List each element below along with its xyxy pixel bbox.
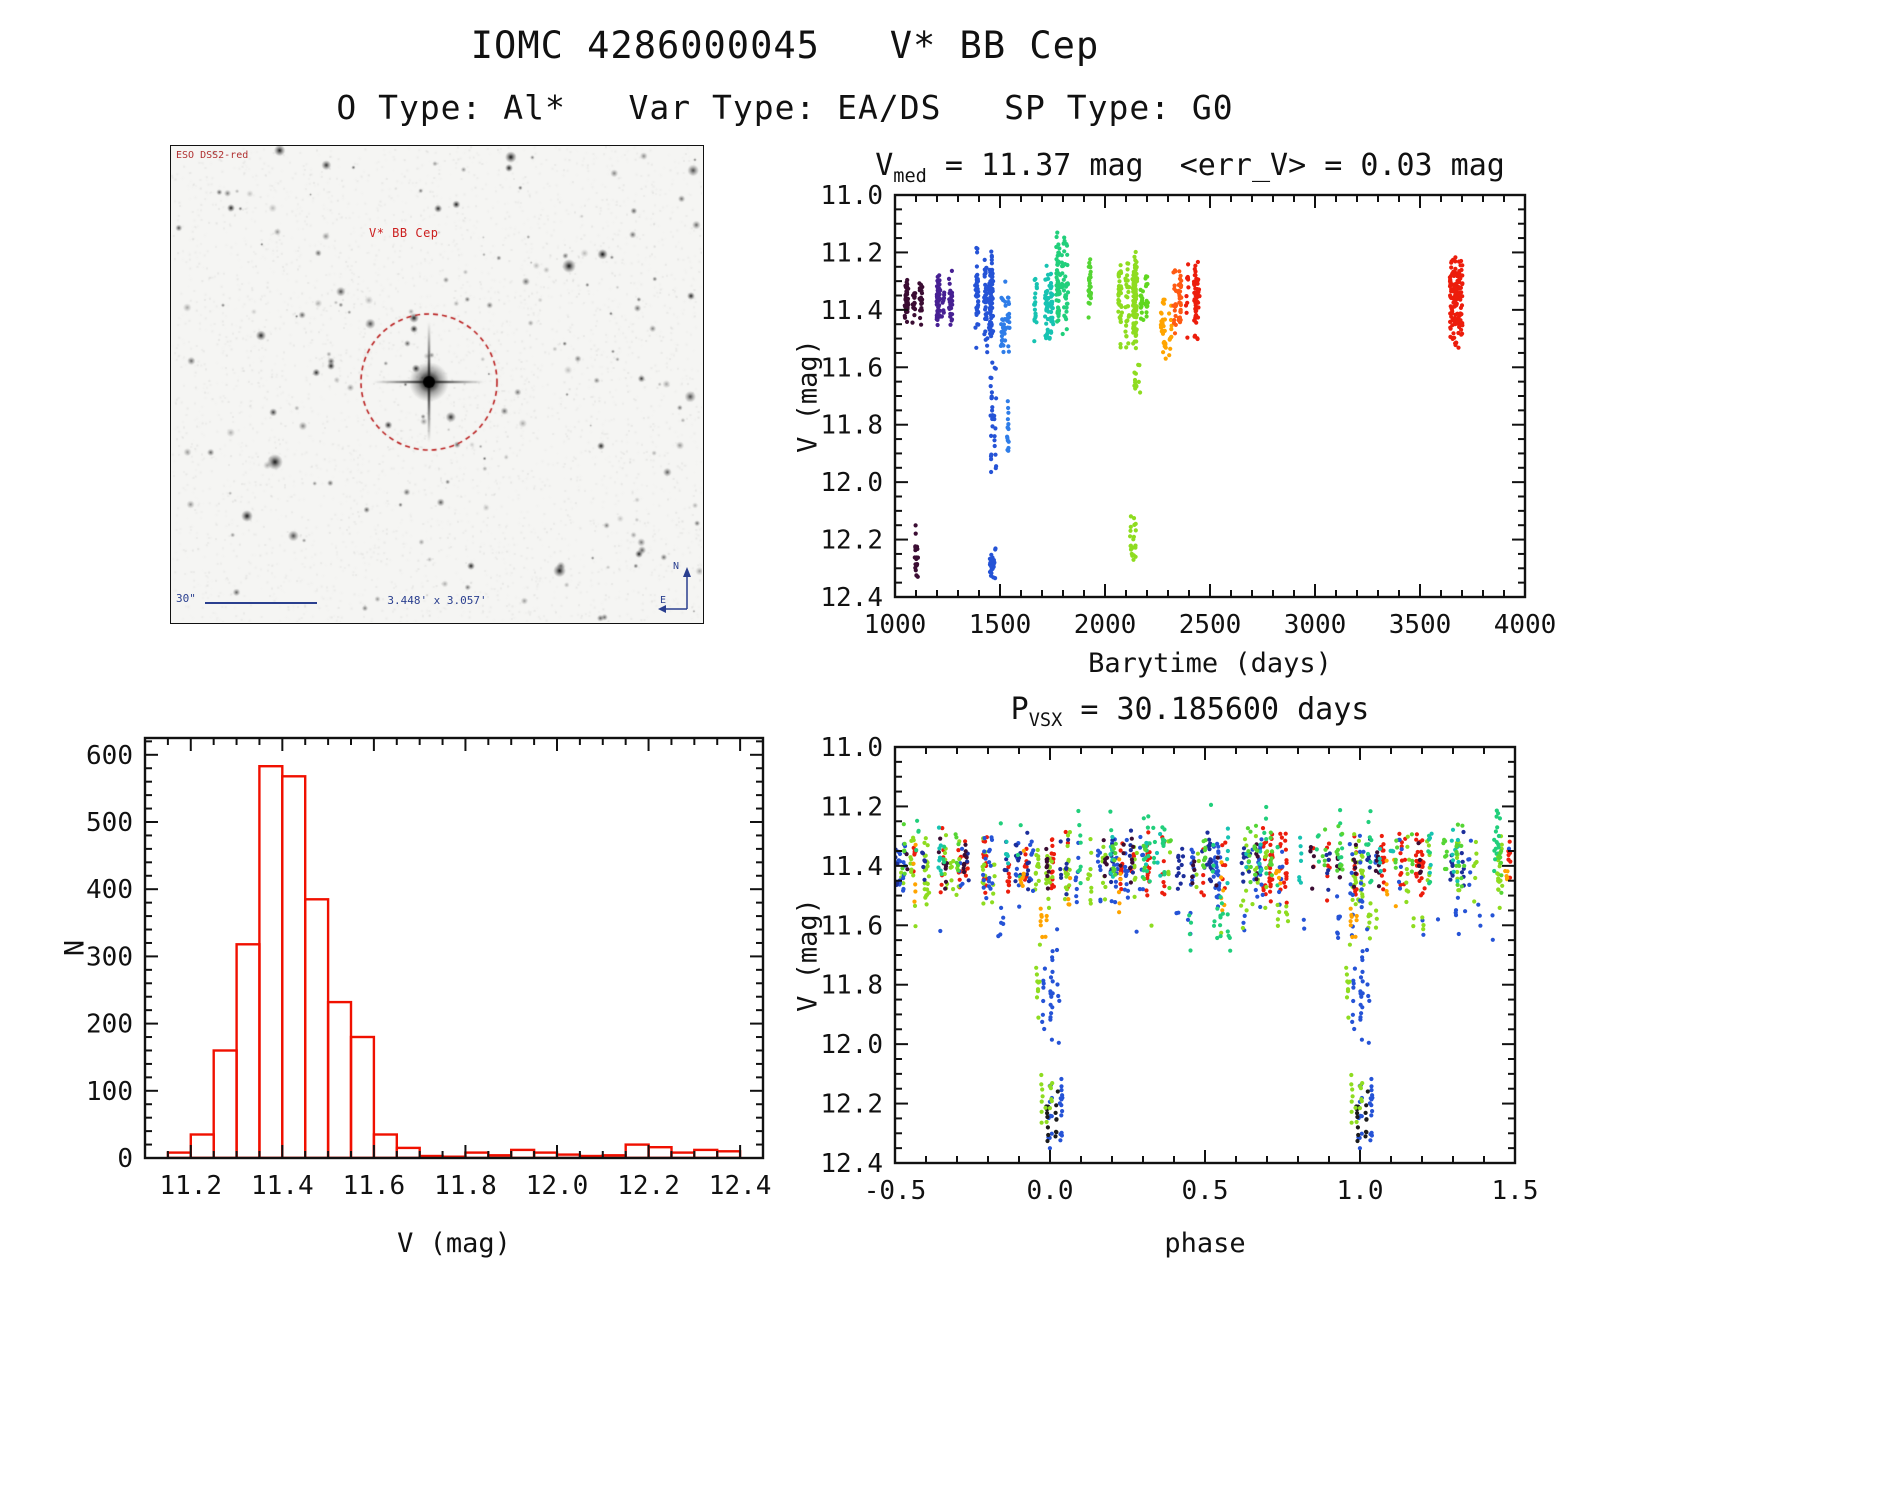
svg-text:12.4: 12.4 bbox=[709, 1171, 772, 1201]
histogram-xaxis-label: V (mag) bbox=[397, 1228, 511, 1259]
svg-text:1.0: 1.0 bbox=[1337, 1176, 1384, 1206]
svg-text:1.5: 1.5 bbox=[1492, 1176, 1539, 1206]
page-title: IOMC 4286000045 V* BB Cep bbox=[470, 24, 1100, 67]
svg-text:-0.5: -0.5 bbox=[864, 1176, 927, 1206]
svg-text:400: 400 bbox=[86, 875, 133, 905]
svg-text:11.2: 11.2 bbox=[820, 238, 883, 268]
svg-text:100: 100 bbox=[86, 1077, 133, 1107]
svg-text:12.2: 12.2 bbox=[820, 526, 883, 556]
svg-text:200: 200 bbox=[86, 1010, 133, 1040]
svg-text:11.2: 11.2 bbox=[820, 792, 883, 822]
svg-text:12.0: 12.0 bbox=[526, 1171, 589, 1201]
svg-text:12.0: 12.0 bbox=[820, 468, 883, 498]
svg-text:11.2: 11.2 bbox=[159, 1171, 222, 1201]
lightcurve-title-rest: = 11.37 mag <err_V> = 0.03 mag bbox=[926, 148, 1505, 183]
finder-chart-panel: ESO DSS2-red V* BB Cep 30" 3.448' x 3.05… bbox=[170, 145, 704, 624]
phase-title-pre: P bbox=[1010, 692, 1029, 727]
lightcurve-xaxis-label: Barytime (days) bbox=[1088, 648, 1332, 679]
svg-text:1500: 1500 bbox=[969, 610, 1032, 640]
svg-text:11.6: 11.6 bbox=[343, 1171, 406, 1201]
page-subtitle: O Type: Al* Var Type: EA/DS SP Type: G0 bbox=[336, 88, 1234, 127]
svg-text:11.4: 11.4 bbox=[251, 1171, 314, 1201]
lightcurve-title-sub: med bbox=[893, 166, 927, 187]
svg-text:11.8: 11.8 bbox=[820, 411, 883, 441]
target-star-label: V* BB Cep bbox=[369, 226, 439, 240]
survey-label: ESO DSS2-red bbox=[176, 150, 249, 161]
lightcurve-yaxis-label: V (mag) bbox=[792, 339, 824, 453]
svg-text:12.4: 12.4 bbox=[820, 583, 883, 613]
svg-text:12.4: 12.4 bbox=[820, 1149, 883, 1179]
histogram-plot: 11.2 11.4 11.6 11.8 12.0 12.2 12.4 0 100 200 300 40… bbox=[86, 736, 772, 1201]
svg-text:11.4: 11.4 bbox=[820, 852, 883, 882]
svg-text:3500: 3500 bbox=[1389, 610, 1452, 640]
field-of-view-label: 3.448' x 3.057' bbox=[387, 594, 487, 607]
svg-text:2000: 2000 bbox=[1074, 610, 1137, 640]
svg-text:12.2: 12.2 bbox=[820, 1090, 883, 1120]
lightcurve-title: Vmed = 11.37 mag <err_V> = 0.03 mag bbox=[790, 148, 1590, 187]
phase-xaxis-label: phase bbox=[1164, 1228, 1246, 1259]
svg-text:1000: 1000 bbox=[864, 610, 927, 640]
svg-text:2500: 2500 bbox=[1179, 610, 1242, 640]
svg-text:0.5: 0.5 bbox=[1182, 1176, 1229, 1206]
phase-title: PVSX = 30.185600 days bbox=[790, 692, 1590, 731]
svg-text:11.0: 11.0 bbox=[820, 733, 883, 763]
lightcurve-plot: 1000 1500 2000 2500 3000 3500 4000 11.0 11.2 11.4… bbox=[820, 181, 1557, 640]
svg-text:300: 300 bbox=[86, 942, 133, 972]
svg-text:11.6: 11.6 bbox=[820, 353, 883, 383]
scale-bar bbox=[205, 602, 317, 604]
svg-text:0: 0 bbox=[117, 1144, 133, 1174]
svg-text:11.8: 11.8 bbox=[820, 971, 883, 1001]
svg-text:12.2: 12.2 bbox=[617, 1171, 680, 1201]
svg-text:11.6: 11.6 bbox=[820, 911, 883, 941]
svg-text:500: 500 bbox=[86, 808, 133, 838]
sky-image bbox=[171, 146, 702, 622]
histogram-yaxis-label: N bbox=[59, 939, 91, 957]
svg-text:11.8: 11.8 bbox=[434, 1171, 497, 1201]
svg-text:12.0: 12.0 bbox=[820, 1030, 883, 1060]
compass-icon: N E bbox=[658, 561, 691, 613]
svg-text:11.4: 11.4 bbox=[820, 296, 883, 326]
svg-text:600: 600 bbox=[86, 741, 133, 771]
phase-yaxis-label: V (mag) bbox=[792, 898, 824, 1012]
svg-text:3000: 3000 bbox=[1284, 610, 1347, 640]
compass-north-label: N bbox=[673, 561, 679, 572]
lightcurve-title-pre: V bbox=[875, 148, 894, 183]
scale-bar-label: 30" bbox=[176, 592, 196, 605]
compass-east-label: E bbox=[660, 595, 666, 606]
svg-text:11.0: 11.0 bbox=[820, 181, 883, 211]
svg-text:4000: 4000 bbox=[1494, 610, 1557, 640]
svg-text:0.0: 0.0 bbox=[1027, 1176, 1074, 1206]
phase-title-rest: = 30.185600 days bbox=[1062, 692, 1370, 727]
phase-title-sub: VSX bbox=[1028, 710, 1063, 731]
phase-plot: -0.5 0.0 0.5 1.0 1.5 11.0 11.2 11.4 11.6 11.8 12.0… bbox=[820, 733, 1539, 1206]
